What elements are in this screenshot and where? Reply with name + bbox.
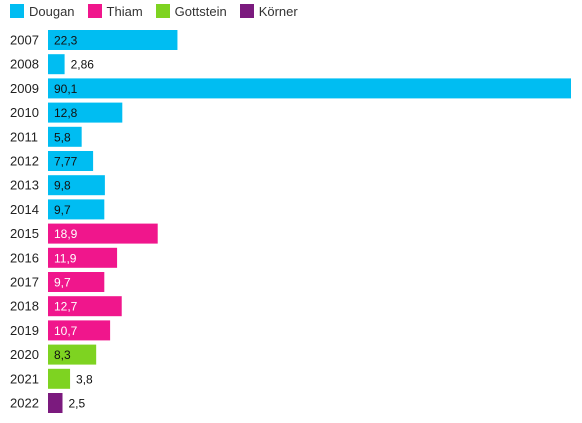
data-label: 18,9 <box>54 227 78 241</box>
data-label: 8,3 <box>54 348 71 362</box>
year-tick-label: 2016 <box>10 250 39 265</box>
year-tick-label: 2007 <box>10 33 39 48</box>
data-label: 12,7 <box>54 300 78 314</box>
bar <box>48 175 105 196</box>
legend-item: Gottstein <box>155 3 227 19</box>
year-tick-label: 2010 <box>10 105 39 120</box>
year-tick-label: 2019 <box>10 323 39 338</box>
bar <box>48 54 65 75</box>
chart-legend: Dougan Thiam Gottstein Körner <box>10 2 311 20</box>
bar <box>48 344 97 365</box>
legend-item: Dougan <box>10 4 75 19</box>
year-tick-label: 2021 <box>10 371 39 386</box>
year-tick-label: 2011 <box>10 129 38 144</box>
year-tick-label: 2017 <box>10 275 39 290</box>
legend-label: Thiam <box>106 3 143 19</box>
year-tick-label: 2012 <box>10 154 39 169</box>
legend-swatch <box>10 4 24 18</box>
legend-item: Körner <box>239 3 298 19</box>
year-tick-label: 2018 <box>10 299 39 314</box>
legend-swatch <box>155 4 170 18</box>
legend-label: Gottstein <box>174 3 227 19</box>
bar <box>48 247 118 268</box>
legend-swatch <box>87 4 102 18</box>
data-label: 9,7 <box>54 203 71 217</box>
data-label: 12,8 <box>54 106 78 120</box>
legend-item: Thiam <box>87 3 143 19</box>
year-tick-label: 2009 <box>10 81 39 96</box>
year-tick-label: 2014 <box>10 202 39 217</box>
year-tick-label: 2013 <box>10 178 39 193</box>
bar <box>48 368 71 389</box>
bar <box>48 272 105 292</box>
data-label: 9,8 <box>54 179 71 193</box>
data-label: 5,8 <box>54 130 71 144</box>
data-label: 7,77 <box>54 155 78 169</box>
legend-label: Dougan <box>29 3 75 19</box>
data-label: 9,7 <box>54 276 71 290</box>
year-tick-label: 2022 <box>10 396 39 411</box>
bar <box>48 30 178 50</box>
data-label: 10,7 <box>54 324 78 338</box>
bar <box>48 296 122 317</box>
year-tick-label: 2015 <box>10 226 39 241</box>
bar <box>48 151 94 171</box>
bar <box>48 393 63 413</box>
data-label: 2,5 <box>69 397 86 411</box>
bar <box>48 102 123 123</box>
data-label: 90,1 <box>54 82 78 96</box>
data-label: 22,3 <box>54 34 78 48</box>
legend-label: Körner <box>258 3 298 19</box>
bar <box>48 223 158 244</box>
bar <box>48 320 111 341</box>
year-tick-label: 2020 <box>10 347 39 362</box>
bar <box>48 199 105 220</box>
bar <box>48 78 571 99</box>
data-label: 3,8 <box>76 372 93 386</box>
year-tick-label: 2008 <box>10 57 39 72</box>
legend-swatch <box>239 4 254 18</box>
data-label: 11,9 <box>54 251 77 265</box>
bar <box>48 126 82 147</box>
data-label: 2,86 <box>71 58 95 72</box>
